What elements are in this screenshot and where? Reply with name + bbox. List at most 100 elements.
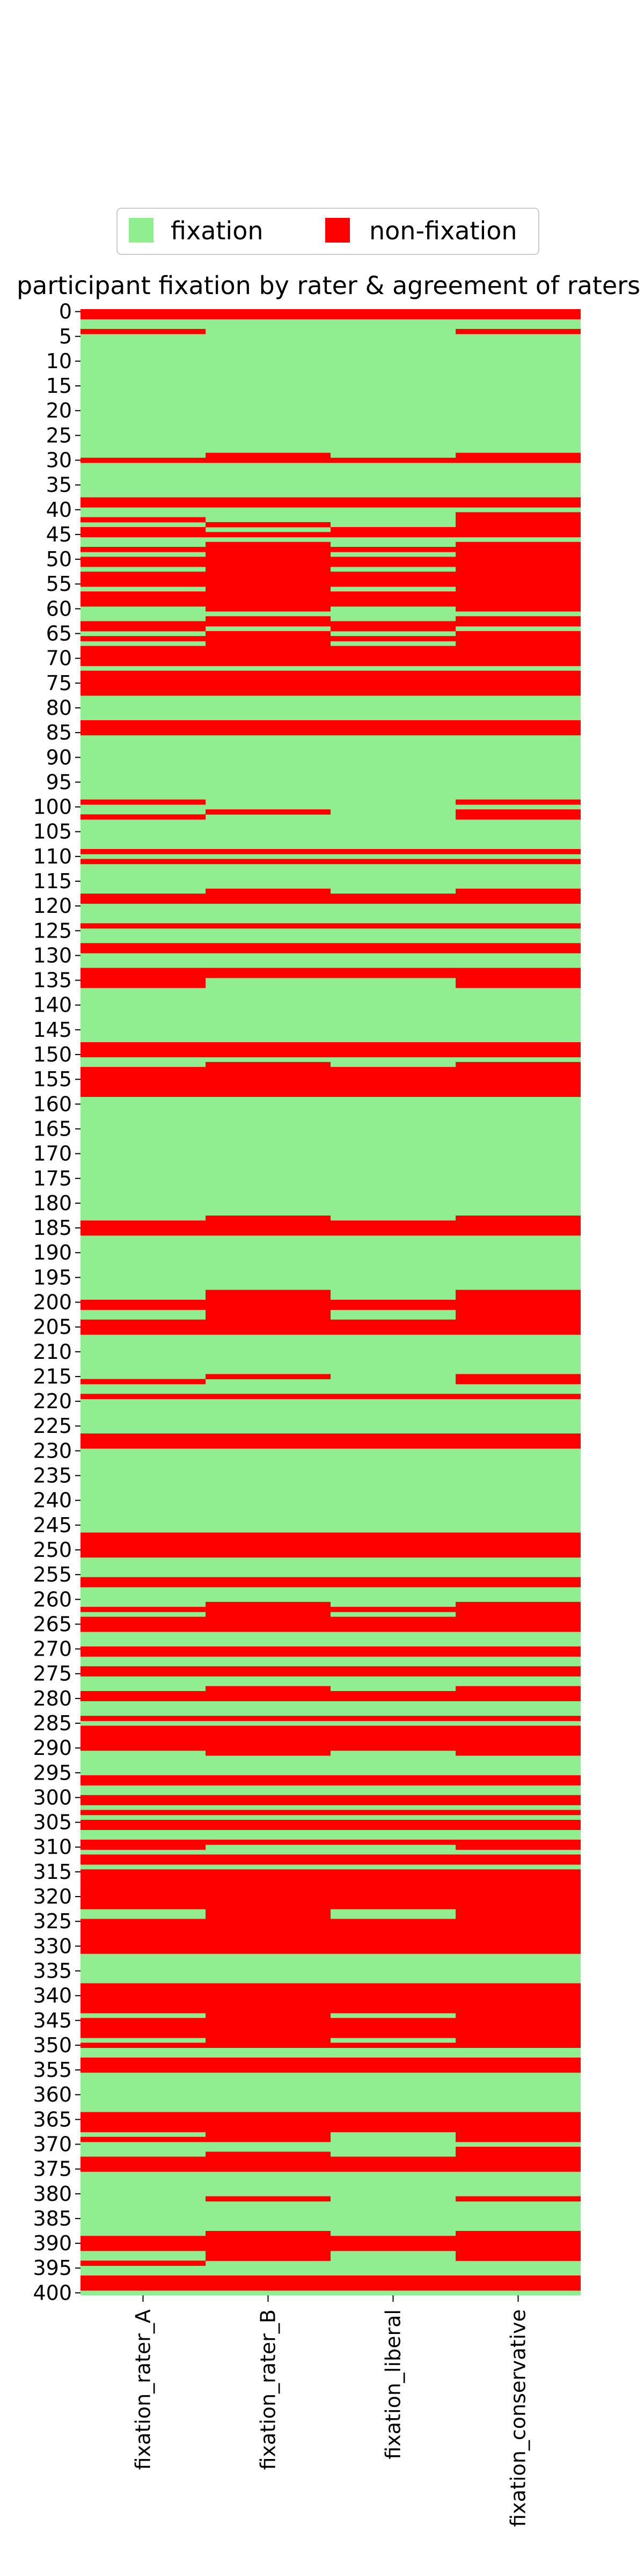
non-fixation-cell: [456, 1577, 581, 1587]
non-fixation-cell: [80, 859, 206, 865]
non-fixation-cell: [331, 1220, 456, 1236]
heatmap-plot: [80, 309, 581, 2295]
non-fixation-cell: [80, 517, 206, 523]
non-fixation-cell: [456, 720, 581, 736]
non-fixation-cell: [206, 1042, 331, 1058]
non-fixation-cell: [331, 621, 456, 632]
non-fixation-cell: [456, 1983, 581, 2038]
y-tick-label: 290: [33, 1736, 72, 1760]
non-fixation-cell: [331, 1983, 456, 2014]
non-fixation-cell: [206, 1810, 331, 1816]
non-fixation-cell: [456, 497, 581, 508]
y-tick-label: 175: [33, 1167, 72, 1190]
y-tick-label: 95: [46, 770, 72, 794]
y-tick-label: 310: [33, 1835, 72, 1859]
non-fixation-cell: [80, 1854, 206, 1865]
y-tick-label: 25: [46, 423, 72, 447]
non-fixation-cell: [331, 720, 456, 736]
non-fixation-cell: [80, 2043, 206, 2048]
y-tick-label: 75: [46, 671, 72, 695]
y-tick-label: 220: [33, 1389, 72, 1413]
y-tick-label: 210: [33, 1340, 72, 1364]
y-tick-label: 0: [59, 300, 72, 324]
non-fixation-cell: [456, 1869, 581, 1954]
non-fixation-cell: [80, 621, 206, 632]
non-fixation-cell: [206, 522, 331, 528]
y-tick-label: 325: [33, 1909, 72, 1933]
y-tick-label: 125: [33, 919, 72, 942]
non-fixation-cell: [331, 1577, 456, 1587]
non-fixation-cell: [80, 670, 206, 696]
y-tick-label: 130: [33, 943, 72, 967]
non-fixation-cell: [80, 2112, 206, 2132]
non-fixation-cell: [456, 1854, 581, 1865]
y-tick-label: 215: [33, 1365, 72, 1388]
y-tick-label: 50: [46, 547, 72, 571]
legend-label-non-fixation: non-fixation: [369, 216, 517, 245]
non-fixation-cell: [456, 1795, 581, 1805]
non-fixation-cell: [206, 1374, 331, 1380]
non-fixation-cell: [206, 2038, 331, 2048]
non-fixation-cell: [80, 814, 206, 820]
non-fixation-cell: [331, 1319, 456, 1335]
non-fixation-cell: [331, 2112, 456, 2132]
non-fixation-cell: [206, 2057, 331, 2073]
non-fixation-cell: [206, 2275, 331, 2291]
non-fixation-cell: [456, 923, 581, 929]
non-fixation-cell: [456, 1666, 581, 1677]
y-tick-label: 140: [33, 993, 72, 1017]
y-tick-label: 265: [33, 1612, 72, 1636]
non-fixation-cell: [331, 527, 456, 538]
non-fixation-cell: [331, 1775, 456, 1785]
non-fixation-cell: [80, 1532, 206, 1558]
non-fixation-cell: [80, 799, 206, 805]
non-fixation-cell: [331, 2043, 456, 2048]
y-tick-label: 145: [33, 1018, 72, 1042]
non-fixation-cell: [331, 2057, 456, 2073]
non-fixation-cell: [331, 894, 456, 904]
non-fixation-cell: [331, 557, 456, 567]
non-fixation-cell: [456, 670, 581, 696]
non-fixation-cell: [456, 1646, 581, 1657]
non-fixation-cell: [456, 2112, 581, 2142]
legend-swatch-non-fixation: [325, 218, 350, 243]
y-tick-label: 170: [33, 1142, 72, 1166]
non-fixation-cell: [80, 1795, 206, 1805]
non-fixation-cell: [456, 968, 581, 988]
y-tick-label: 260: [33, 1587, 72, 1611]
non-fixation-cell: [331, 1716, 456, 1721]
non-fixation-cell: [206, 309, 331, 319]
non-fixation-cell: [206, 1394, 331, 1399]
y-tick-label: 70: [46, 647, 72, 670]
y-tick-label: 85: [46, 721, 72, 744]
non-fixation-cell: [206, 888, 331, 904]
non-fixation-cell: [206, 1433, 331, 1449]
non-fixation-cell: [206, 923, 331, 929]
non-fixation-cell: [456, 1810, 581, 1816]
non-fixation-cell: [456, 888, 581, 904]
non-fixation-cell: [206, 631, 331, 667]
non-fixation-cell: [456, 512, 581, 523]
non-fixation-cell: [80, 497, 206, 508]
y-tick-label: 380: [33, 2182, 72, 2206]
non-fixation-cell: [456, 1374, 581, 1385]
non-fixation-cell: [80, 720, 206, 736]
non-fixation-cell: [206, 2151, 331, 2172]
non-fixation-cell: [456, 809, 581, 820]
y-tick-label: 400: [33, 2281, 72, 2304]
non-fixation-cell: [206, 1819, 331, 1830]
non-fixation-cell: [456, 616, 581, 627]
non-fixation-cell: [331, 457, 456, 463]
y-tick-label: 350: [33, 2033, 72, 2057]
y-tick-label: 320: [33, 1885, 72, 1908]
y-tick-label: 45: [46, 523, 72, 546]
y-tick-label: 240: [33, 1489, 72, 1512]
y-tick-label: 115: [33, 869, 72, 893]
y-tick-label: 65: [46, 622, 72, 646]
non-fixation-cell: [331, 591, 456, 607]
y-tick-label: 15: [46, 374, 72, 398]
legend-swatch-fixation: [129, 218, 153, 243]
y-tick-label: 385: [33, 2207, 72, 2230]
non-fixation-cell: [206, 1062, 331, 1097]
non-fixation-cell: [331, 1042, 456, 1058]
